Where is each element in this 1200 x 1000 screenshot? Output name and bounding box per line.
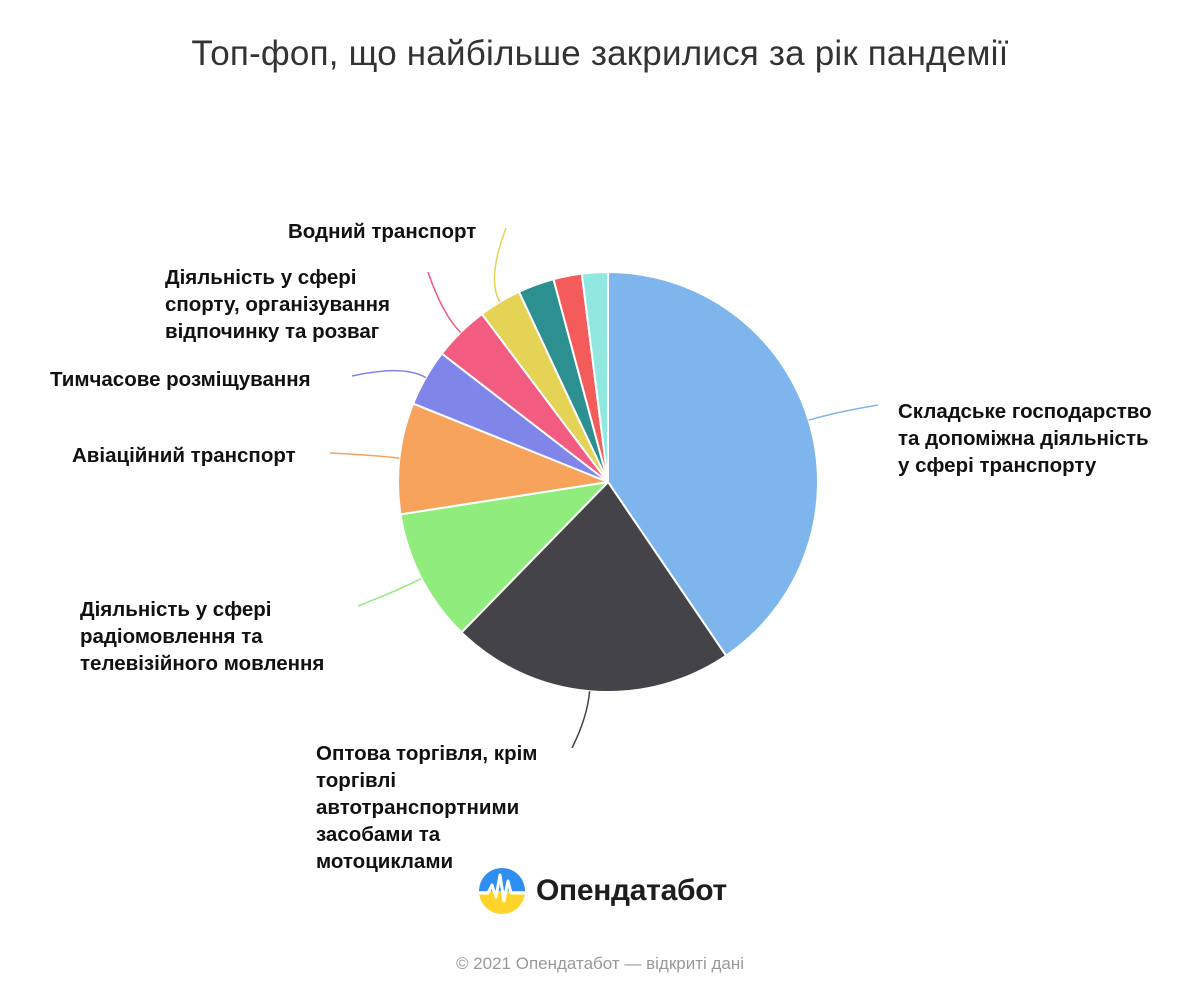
connector-line-7 (493, 227, 507, 303)
copyright-footer: © 2021 Опендатабот — відкриті дані (455, 954, 745, 973)
pie-slice-2 (460, 481, 728, 693)
opendatabot-logo-icon (479, 868, 525, 914)
slice-label-4: Авіаційний транспорт (72, 444, 296, 467)
pie-slice-1 (607, 271, 819, 657)
connector-line-3 (357, 577, 422, 607)
slice-label-7: Водний транспорт (288, 220, 477, 243)
connector-line-2 (571, 691, 591, 749)
slice-label-2: Оптова торгівля, крім торгівлі автотранспо… (316, 742, 538, 873)
slice-label-5: Тимчасове розміщування (50, 368, 311, 391)
pie-slice-10 (580, 271, 609, 483)
slice-label-1: Складське господарство та допоміжна діяль… (898, 400, 1152, 477)
pie-slice-3 (399, 481, 609, 634)
chart-title: Топ-фоп, що найбільше закрилися за рік п… (191, 34, 1009, 73)
opendatabot-logo: Опендатабот (478, 866, 727, 916)
connector-line-5 (351, 369, 427, 379)
slice-label-3: Діяльність у сфері радіомовлення та телеві… (80, 598, 325, 675)
connector-line-1 (808, 404, 879, 421)
logo-text: Опендатабот (536, 874, 727, 907)
slice-label-6: Діяльність у сфері спорту, організування в… (165, 266, 390, 343)
connector-line-6 (427, 271, 462, 334)
connector-line-4 (329, 452, 400, 459)
